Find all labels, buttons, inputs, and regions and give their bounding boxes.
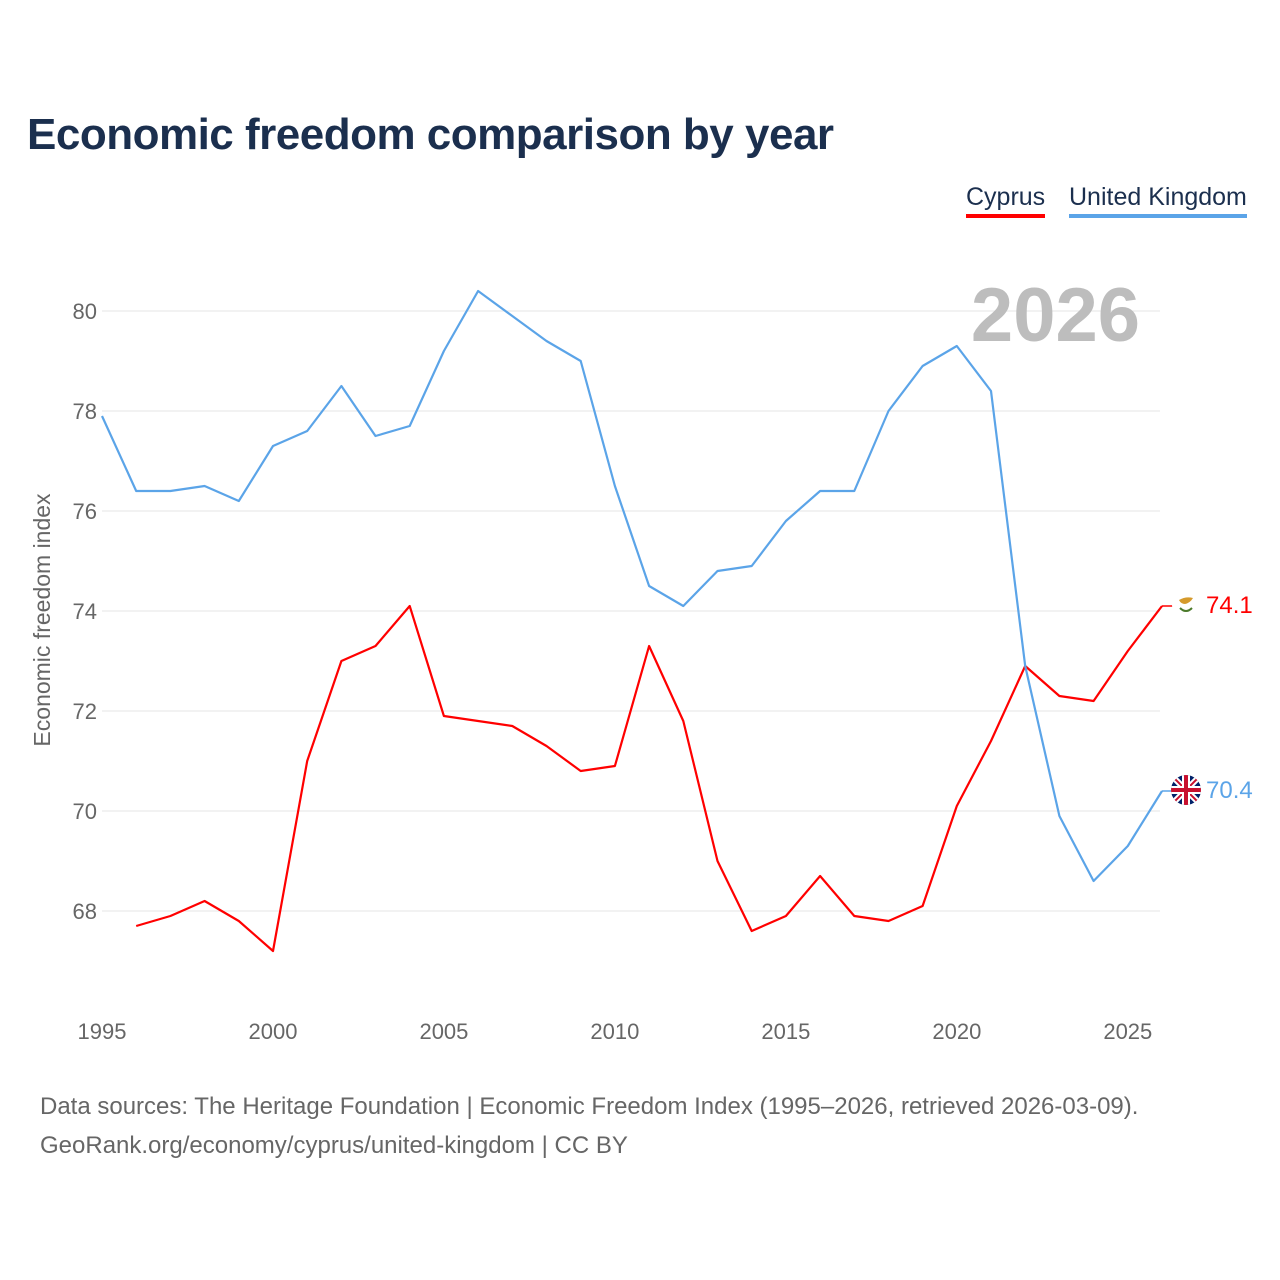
x-tick-label: 1995 [78,1019,127,1044]
y-tick-label: 68 [73,899,97,924]
x-tick-label: 2000 [248,1019,297,1044]
uk-flag-icon [1171,775,1201,805]
legend-item-cyprus[interactable]: Cyprus [966,183,1046,218]
y-axis-label: Economic freedom index [29,493,55,747]
x-tick-label: 2010 [590,1019,639,1044]
x-tick-label: 2020 [932,1019,981,1044]
source-note: Data sources: The Heritage Foundation | … [40,1087,1138,1165]
series-line-united-kingdom [100,289,1163,883]
y-tick-label: 76 [73,499,97,524]
cyprus-flag-icon [1172,591,1200,619]
x-tick-label: 2025 [1103,1019,1152,1044]
y-tick-label: 74 [73,599,97,624]
y-tick-label: 72 [73,699,97,724]
x-tick-label: 2015 [761,1019,810,1044]
uk-end-label: 70.4 [1206,777,1253,804]
source-line-1: Data sources: The Heritage Foundation | … [40,1093,1139,1120]
series-line-cyprus [135,604,1163,953]
cyprus-end-label: 74.1 [1206,592,1253,619]
source-line-2[interactable]: GeoRank.org/economy/cyprus/united-kingdo… [40,1132,628,1159]
y-tick-label: 80 [73,299,97,324]
chart-title: Economic freedom comparison by year [27,110,834,159]
y-tick-label: 70 [73,799,97,824]
legend-item-united-kingdom[interactable]: United Kingdom [1069,183,1247,218]
x-tick-label: 2005 [419,1019,468,1044]
y-tick-label: 78 [73,399,97,424]
year-watermark: 2026 [971,273,1140,358]
